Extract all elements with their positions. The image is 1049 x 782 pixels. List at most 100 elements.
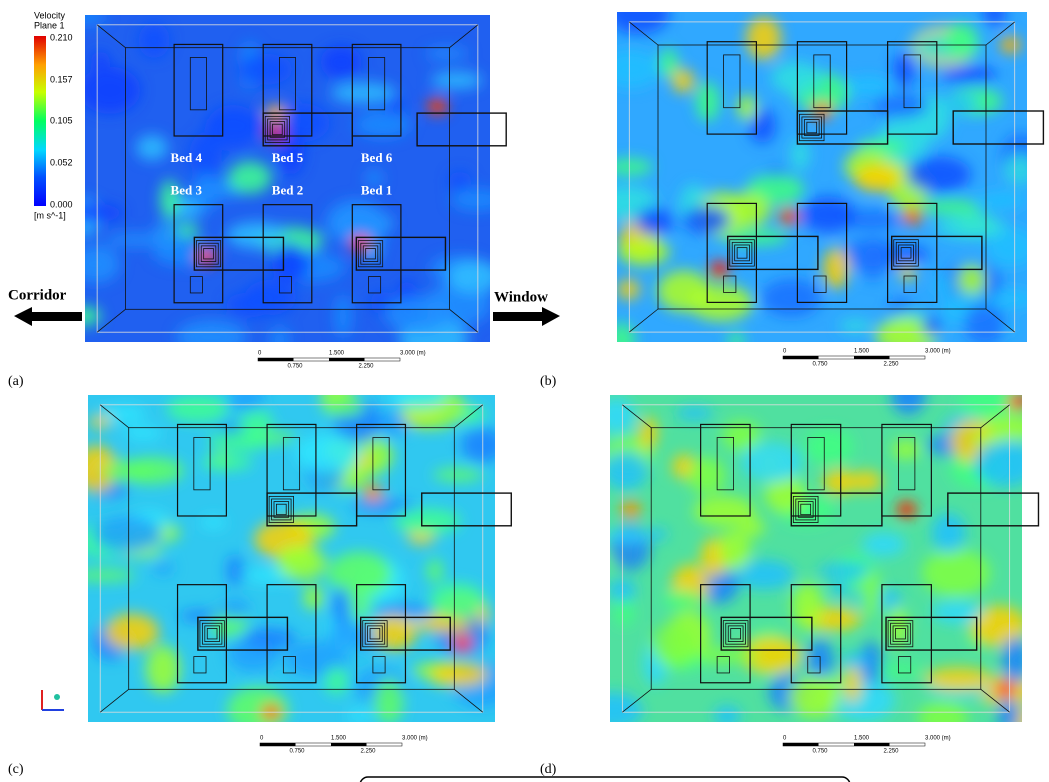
bed-head xyxy=(807,437,825,491)
velocity-contour xyxy=(85,15,107,25)
velocity-contour xyxy=(450,189,490,211)
scale-label: 2.250 xyxy=(884,749,900,755)
velocity-contour xyxy=(277,545,327,581)
contour-field xyxy=(88,395,495,722)
scale-label: 2.250 xyxy=(884,362,900,368)
overbed-unit xyxy=(359,616,451,651)
bed xyxy=(886,41,938,135)
inner-wall xyxy=(657,44,987,310)
velocity-contour xyxy=(790,138,810,171)
velocity-contour xyxy=(152,561,175,575)
velocity-contour xyxy=(88,445,118,493)
diffuser xyxy=(895,241,917,264)
diffuser xyxy=(722,620,749,648)
diffuser xyxy=(360,242,381,265)
velocity-contour xyxy=(429,582,486,620)
scale-label: 2.250 xyxy=(361,749,377,755)
scale-segment xyxy=(331,743,367,746)
bed xyxy=(176,584,227,684)
velocity-contour xyxy=(376,410,410,438)
overbed-unit xyxy=(885,616,978,651)
diffuser xyxy=(736,247,748,259)
diffuser xyxy=(364,622,386,645)
axis xyxy=(54,694,60,700)
perspective-edge xyxy=(96,24,126,49)
diffuser xyxy=(734,244,750,262)
diffuser xyxy=(892,625,909,642)
scale-segment xyxy=(854,743,890,746)
bed-label: Bed 2 xyxy=(272,183,303,198)
velocity-contour xyxy=(934,275,953,296)
velocity-contour xyxy=(243,627,296,650)
bed-label: Bed 3 xyxy=(171,183,203,198)
velocity-contour xyxy=(351,499,416,513)
legend-tick: 0.210 xyxy=(50,32,73,42)
bed-foot xyxy=(278,276,292,294)
scale-label: 0 xyxy=(783,736,787,742)
diffuser xyxy=(799,113,825,142)
window-unit xyxy=(421,492,512,527)
velocity-contour xyxy=(817,563,874,579)
velocity-hotspot xyxy=(1007,395,1022,410)
velocity-contour xyxy=(225,292,273,318)
velocity-contour xyxy=(610,692,643,722)
panel-label: (c) xyxy=(8,762,24,777)
bed-foot xyxy=(813,275,827,293)
velocity-contour xyxy=(614,598,635,627)
scale-label: 0.750 xyxy=(813,362,829,368)
velocity-contour xyxy=(88,569,136,582)
scale-bar: 0 1.500 3.000 (m) 0.750 2.250 xyxy=(259,736,428,755)
velocity-contour xyxy=(771,61,822,95)
room-outline xyxy=(99,404,512,713)
scale-label: 2.250 xyxy=(359,364,375,370)
panel-label: (d) xyxy=(540,762,557,777)
velocity-contour xyxy=(723,229,789,246)
velocity-contour xyxy=(921,317,943,336)
velocity-panel: (b) 0 1.500 3.000 (m) 0.750 2.250 xyxy=(540,12,1045,389)
scale-label: 3.000 (m) xyxy=(925,349,951,355)
overbed-unit xyxy=(262,112,354,147)
bed-head xyxy=(723,54,741,109)
bed-head xyxy=(372,437,390,491)
scale-segment xyxy=(258,358,294,361)
velocity-contour xyxy=(610,579,637,601)
velocity-contour xyxy=(206,104,260,151)
velocity-contour xyxy=(761,278,822,317)
velocity-contour xyxy=(689,647,759,664)
velocity-contour xyxy=(682,206,731,234)
bed-head xyxy=(813,54,831,109)
arrow xyxy=(14,307,82,326)
perspective-edge xyxy=(454,404,484,429)
perspective-edge xyxy=(985,308,1015,333)
velocity-contour xyxy=(713,705,741,722)
perspective-edge xyxy=(454,688,484,713)
velocity-contour xyxy=(617,238,670,266)
velocity-contour xyxy=(448,260,490,294)
velocity-contour xyxy=(200,516,228,529)
velocity-contour xyxy=(840,652,869,669)
diffuser xyxy=(730,628,742,640)
velocity-contour xyxy=(152,221,182,250)
diffuser xyxy=(729,239,755,267)
bed-foot xyxy=(193,656,207,674)
bed-foot xyxy=(368,276,382,294)
legend-unit: [m s^-1] xyxy=(34,210,66,220)
diffuser xyxy=(200,245,217,262)
diffuser xyxy=(369,628,381,640)
velocity-contour xyxy=(675,406,714,421)
velocity-contour xyxy=(857,138,909,153)
legend-tick: 0.105 xyxy=(50,115,73,125)
velocity-contour xyxy=(123,426,163,441)
outer-wall xyxy=(621,404,1011,713)
diffuser xyxy=(199,620,225,648)
velocity-contour xyxy=(85,203,124,223)
diffuser xyxy=(203,248,214,260)
velocity-contour xyxy=(944,23,979,58)
legend: Velocity Plane 1 0.210 0.157 0.105 0.052… xyxy=(34,10,73,220)
bed xyxy=(886,202,938,303)
velocity-contour xyxy=(906,156,972,193)
velocity-contour xyxy=(175,319,248,342)
velocity-hotspot xyxy=(779,208,800,225)
perspective-edge xyxy=(449,24,479,49)
